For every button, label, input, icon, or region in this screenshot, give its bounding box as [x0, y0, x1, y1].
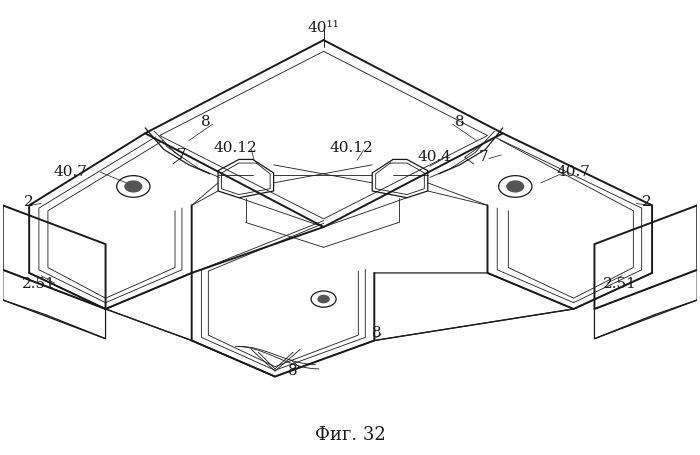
Circle shape — [507, 182, 524, 192]
Text: 40¹¹: 40¹¹ — [308, 20, 340, 35]
Text: 2.51: 2.51 — [603, 277, 636, 291]
Text: 2: 2 — [25, 194, 34, 208]
Text: 40.4: 40.4 — [418, 150, 452, 163]
Text: 8: 8 — [288, 364, 298, 377]
Text: 2.51: 2.51 — [22, 277, 56, 291]
Text: 8: 8 — [202, 115, 211, 129]
Text: 8: 8 — [455, 115, 465, 129]
Text: 40.12: 40.12 — [214, 141, 258, 155]
Text: 7: 7 — [479, 150, 488, 163]
Text: 8: 8 — [372, 325, 382, 339]
Text: 40.7: 40.7 — [54, 164, 88, 178]
Text: 40.7: 40.7 — [556, 164, 591, 178]
Text: 7: 7 — [177, 148, 187, 162]
Text: 40.12: 40.12 — [330, 141, 373, 155]
Text: 2: 2 — [643, 194, 652, 208]
Text: Фиг. 32: Фиг. 32 — [314, 425, 386, 443]
Circle shape — [125, 182, 141, 192]
Circle shape — [318, 296, 329, 303]
